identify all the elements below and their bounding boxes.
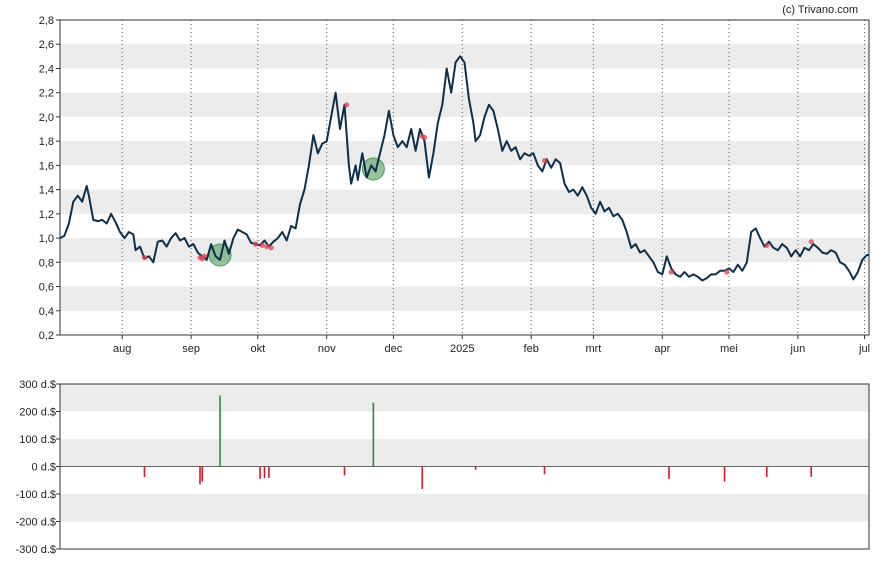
main-chart-y-ticks: 0,2 0,4 0,6 0,8 1,0 1,2 1,4 1,6 1,8 2,0 2,2 2,4 2,6 2… [39,15,60,342]
sell-marker [201,253,208,259]
x-tick-label: jul [858,343,870,355]
y-tick-label: 0 d.$ [32,462,56,474]
sell-marker [668,269,674,275]
x-tick-label: mrt [585,343,601,355]
x-tick-label: aug [113,343,131,355]
y-tick-label: 200 d.$ [19,407,56,419]
sell-marker [421,134,428,141]
grid-band [60,439,869,467]
y-tick-label: -300 d.$ [16,544,56,556]
sell-marker [259,242,265,248]
y-tick-label: 1,4 [39,185,54,197]
grid-band [60,92,869,117]
sell-marker [764,242,770,248]
main-chart-bands [60,44,869,311]
grid-band [60,141,869,166]
grid-band [60,286,869,311]
y-tick-label: -200 d.$ [16,517,56,529]
sell-markers [141,102,814,275]
sell-marker [541,157,548,164]
copyright-text: (c) Trivano.com [782,4,858,16]
grid-band [60,189,869,214]
y-tick-label: 1,6 [39,160,54,172]
main-chart-month-gridlines [121,20,866,335]
main-chart-frame [59,19,870,336]
x-tick-label: apr [654,343,670,355]
y-tick-label: 1,8 [39,136,54,148]
y-tick-label: 300 d.$ [19,379,56,391]
sell-marker [252,241,259,247]
sell-marker [808,239,814,245]
y-tick-label: 2,6 [39,39,54,51]
grid-band [60,384,869,412]
y-tick-label: 0,2 [39,330,54,342]
x-tick-label: sep [182,343,200,355]
volume-chart-bands [60,384,869,522]
volume-chart-y-ticks: 300 d.$ 200 d.$ 100 d.$ 0 d.$ -100 d.$ -200 d… [16,379,60,556]
y-tick-label: 1,0 [39,233,54,245]
x-tick-label: jun [790,343,806,355]
y-tick-label: -100 d.$ [16,489,56,501]
x-tick-label: 2025 [450,343,474,355]
y-tick-label: 1,2 [39,209,54,221]
grid-band [60,494,869,522]
y-tick-label: 0,8 [39,257,54,269]
volume-bars [143,395,813,490]
y-tick-label: 2,2 [39,88,54,100]
y-tick-label: 2,8 [39,15,54,27]
sell-marker [141,254,148,261]
grid-band [60,238,869,263]
y-tick-label: 100 d.$ [19,434,56,446]
sell-marker [264,243,270,250]
x-tick-label: feb [524,343,539,355]
sell-marker [344,102,350,108]
price-line [59,55,869,282]
y-tick-label: 2,0 [39,112,54,124]
y-tick-label: 0,4 [39,306,54,318]
sell-marker [268,245,274,251]
x-tick-label: okt [250,343,265,355]
x-tick-label: dec [385,343,403,355]
x-tick-label: nov [318,343,336,355]
y-tick-label: 2,4 [39,63,54,75]
x-tick-label: mei [720,343,738,355]
sell-marker [724,269,730,275]
main-chart-x-ticks: aug sep okt nov dec 2025 feb mrt apr mei jun jul [113,335,870,355]
y-tick-label: 0,6 [39,282,54,294]
